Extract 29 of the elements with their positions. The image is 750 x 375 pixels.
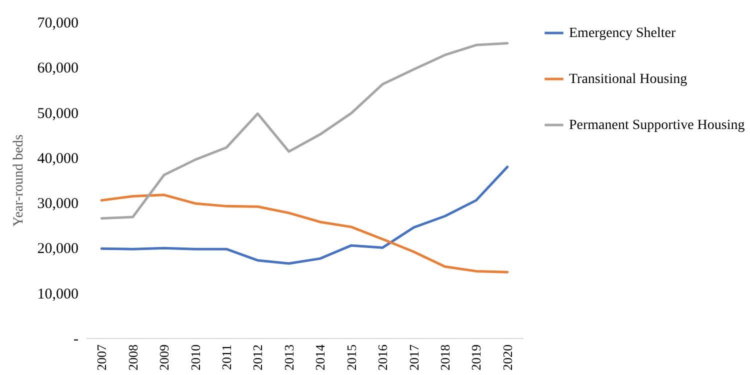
y-tick-label: 70,000 [37, 16, 78, 32]
x-tick-label: 2014 [312, 344, 328, 370]
y-axis-title: Year-round beds [11, 134, 26, 227]
legend-label: Transitional Housing [569, 72, 688, 87]
line-series [100, 194, 509, 274]
x-tick-label: 2013 [281, 344, 296, 370]
line-series [100, 166, 509, 265]
x-tick-label: 2016 [375, 344, 390, 370]
x-tick-label: 2008 [125, 344, 140, 370]
y-tick-label: - [74, 332, 78, 348]
x-tick-label: 2007 [94, 344, 110, 370]
x-tick-label: 2018 [437, 344, 452, 370]
x-tick-label: 2010 [188, 344, 203, 370]
x-tick-label: 2012 [250, 344, 266, 370]
y-tick-label: 10,000 [37, 286, 78, 302]
legend-label: Emergency Shelter [569, 26, 676, 41]
x-tick-label: 2017 [406, 344, 422, 370]
x-tick-label: 2019 [468, 344, 484, 370]
y-tick-label: 50,000 [37, 106, 78, 122]
y-tick-label: 30,000 [37, 196, 78, 212]
y-tick-label: 40,000 [37, 150, 78, 167]
x-tick-label: 2020 [500, 344, 515, 370]
y-tick-label: 60,000 [37, 60, 78, 77]
x-tick-label: 2009 [156, 344, 172, 370]
y-tick-label: 20,000 [37, 241, 78, 258]
line-series [100, 42, 509, 220]
x-tick-label: 2015 [344, 344, 359, 370]
legend-label: Permanent Supportive Housing [569, 118, 745, 133]
x-tick-label: 2011 [218, 344, 234, 370]
